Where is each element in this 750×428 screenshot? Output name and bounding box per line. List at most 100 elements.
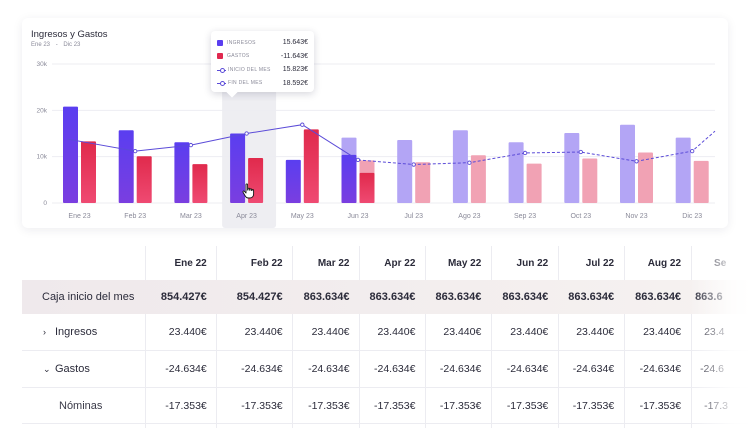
cashflow-table: Ene 22 Feb 22 Mar 22 Apr 22 May 22 Jun 2… bbox=[22, 238, 750, 428]
row-label: Nóminas bbox=[59, 399, 103, 412]
column-divider bbox=[359, 246, 360, 428]
table-cell: 863.634€ bbox=[568, 291, 615, 303]
chevron-down-icon[interactable]: ⌄ bbox=[43, 363, 51, 374]
gastos-bar bbox=[582, 158, 598, 203]
table-row-nominas: Nóminas -17.353€ -17.353€ -17.353€ -17.3… bbox=[22, 388, 750, 424]
gastos-bar bbox=[192, 164, 208, 203]
table-row-gastos[interactable]: ⌄ Gastos -24.634€ -24.634€ -24.634€ -24.… bbox=[22, 351, 750, 388]
ingresos-bar bbox=[620, 124, 635, 203]
gastos-bar bbox=[470, 155, 486, 203]
ingresos-bar bbox=[397, 139, 413, 203]
ingresos-bar bbox=[285, 159, 301, 203]
line-point bbox=[578, 149, 583, 155]
tooltip-label: INGRESOS bbox=[227, 39, 256, 46]
x-tick-label: May 23 bbox=[291, 213, 314, 220]
x-tick-label: Jun 23 bbox=[347, 213, 368, 220]
chart-tooltip: INGRESOS 15.643€ GASTOS -11.643€ INICIO … bbox=[211, 31, 314, 92]
line-point bbox=[355, 157, 361, 163]
table-cell: -17.353€ bbox=[506, 399, 549, 412]
table-cell: -17.353€ bbox=[374, 399, 416, 412]
y-tick-label: 0 bbox=[43, 200, 47, 207]
x-tick-label: Oct 23 bbox=[570, 213, 591, 220]
table-cell: 23.440€ bbox=[168, 326, 207, 338]
x-tick-label: Ene 23 bbox=[68, 213, 90, 220]
gastos-swatch bbox=[217, 53, 223, 60]
month-header: Jul 22 bbox=[585, 257, 615, 269]
x-tick-label: Nov 23 bbox=[625, 213, 647, 220]
dashed-line-marker-icon bbox=[217, 80, 226, 87]
column-divider bbox=[425, 246, 426, 428]
table-cell: 863.634€ bbox=[303, 291, 350, 303]
month-header: Mar 22 bbox=[317, 257, 350, 269]
gastos-bar bbox=[81, 141, 96, 203]
inicio-mes-line bbox=[67, 124, 359, 161]
table-cell: 23.440€ bbox=[311, 326, 350, 338]
y-tick-label: 20k bbox=[37, 107, 48, 114]
tooltip-row-fin: FIN DEL MES 18.592€ bbox=[217, 77, 308, 91]
x-tick-label: Dic 23 bbox=[682, 213, 702, 220]
table-cell: 854.427€ bbox=[160, 291, 207, 303]
line-point bbox=[188, 142, 194, 148]
chevron-right-icon[interactable]: › bbox=[43, 327, 46, 337]
table-cell: 854.427€ bbox=[236, 291, 283, 303]
gastos-bar bbox=[415, 162, 431, 203]
table-cell: 23.440€ bbox=[510, 326, 549, 338]
month-header: May 22 bbox=[447, 257, 482, 269]
tooltip-value: 15.643€ bbox=[282, 39, 308, 47]
table-cell: -17.353€ bbox=[165, 399, 207, 412]
table-cell: -17.353€ bbox=[639, 399, 682, 412]
x-tick-label: Sep 23 bbox=[514, 213, 536, 220]
table-cell: -24.634€ bbox=[639, 363, 682, 375]
table-row-ingresos[interactable]: › Ingresos 23.440€ 23.440€ 23.440€ 23.44… bbox=[22, 314, 750, 351]
tooltip-row-ingresos: INGRESOS 15.643€ bbox=[217, 36, 308, 50]
ingresos-bar bbox=[508, 142, 524, 203]
gastos-bar bbox=[693, 160, 709, 203]
chart-title: Ingresos y Gastos bbox=[31, 29, 108, 40]
table-cell: -24.634€ bbox=[439, 363, 482, 375]
gastos-actual-bar bbox=[359, 172, 375, 203]
ingresos-bar bbox=[564, 133, 580, 203]
table-cell: 863.634€ bbox=[369, 291, 416, 303]
fin-mes-line bbox=[357, 130, 716, 166]
line-point bbox=[300, 122, 305, 127]
hand-cursor-icon bbox=[242, 183, 255, 199]
ingresos-bar bbox=[452, 130, 468, 203]
column-divider bbox=[145, 246, 146, 428]
ingresos-bar bbox=[675, 137, 691, 203]
table-cell: -17.353€ bbox=[572, 399, 615, 412]
row-label: Gastos bbox=[55, 363, 90, 375]
table-cell: -17.353€ bbox=[439, 399, 482, 412]
table-cell: -17.3 bbox=[704, 399, 729, 412]
column-divider bbox=[491, 246, 492, 428]
gastos-bar bbox=[303, 129, 319, 203]
table-cell: 23.440€ bbox=[244, 326, 283, 338]
gastos-bar bbox=[136, 156, 152, 203]
table-cell: 23.4 bbox=[704, 326, 725, 338]
header-label-cell bbox=[22, 246, 146, 280]
table-cell: -17.353€ bbox=[308, 399, 350, 412]
table-cell: -24.6 bbox=[700, 363, 724, 375]
row-label-gastos[interactable]: ⌄ Gastos bbox=[22, 351, 146, 387]
month-header: Jun 22 bbox=[516, 257, 549, 269]
line-point bbox=[467, 160, 472, 165]
month-header: Se bbox=[714, 257, 727, 269]
table-cell: -17.353€ bbox=[241, 399, 283, 412]
table-cell: 863.634€ bbox=[635, 291, 682, 303]
row-label-ingresos[interactable]: › Ingresos bbox=[22, 314, 146, 350]
line-point bbox=[133, 148, 138, 154]
chart-date-range: Ene 23 - Dic 23 bbox=[31, 42, 84, 48]
bar-line-chart[interactable]: 0 10k 20k 30k Ene 23 Feb 23 Mar 23 Apr 23 May 23… bbox=[0, 0, 750, 232]
gastos-bar bbox=[526, 163, 542, 203]
month-header: Apr 22 bbox=[384, 257, 416, 269]
line-point bbox=[244, 131, 249, 136]
table-cell: -24.634€ bbox=[308, 363, 350, 375]
date-range-start: Ene 23 bbox=[31, 42, 51, 48]
line-marker-icon bbox=[217, 67, 226, 73]
ingresos-swatch bbox=[217, 39, 223, 46]
gastos-bar bbox=[638, 152, 653, 203]
x-tick-label: Feb 23 bbox=[124, 213, 146, 220]
ingresos-bar bbox=[174, 142, 190, 203]
tooltip-row-inicio: INICIO DEL MES 15.823€ bbox=[217, 63, 308, 77]
x-tick-label: Jul 23 bbox=[404, 213, 423, 220]
date-range-separator: - bbox=[55, 42, 58, 48]
